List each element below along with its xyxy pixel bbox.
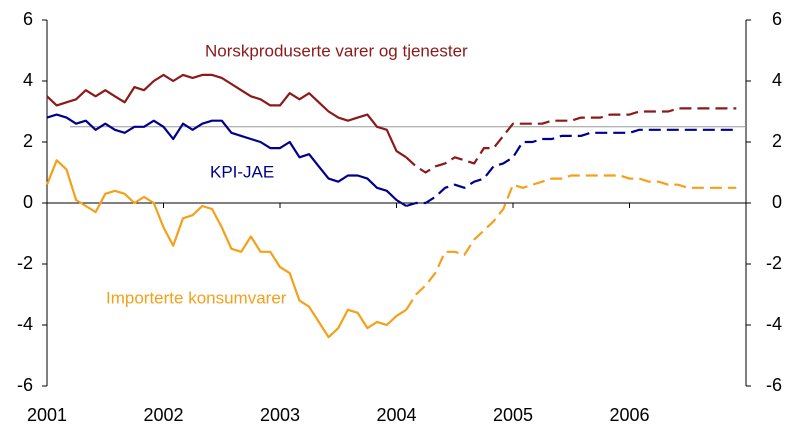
- y-tick-label: 6: [23, 9, 33, 29]
- x-tick-label: 2005: [493, 405, 533, 425]
- y2-tick-label: -6: [766, 375, 782, 395]
- series-line: [46, 73, 407, 159]
- y-tick-label: -4: [17, 314, 33, 334]
- y2-tick-label: 0: [772, 192, 782, 212]
- y-tick-label: 2: [23, 131, 33, 151]
- y2-tick-label: 6: [772, 9, 782, 29]
- y-tick-label: 0: [23, 192, 33, 212]
- series-label: Norskproduserte varer og tjenester: [205, 41, 468, 60]
- series-line: [45, 159, 407, 339]
- x-tick-label: 2004: [376, 405, 416, 425]
- series-line: [405, 128, 737, 208]
- series-line: [405, 107, 737, 174]
- y-tick-label: -2: [17, 253, 33, 273]
- y-tick-label: -6: [17, 375, 33, 395]
- y-tick-label: 4: [23, 70, 33, 90]
- y2-tick-label: 4: [772, 70, 782, 90]
- series-label: KPI-JAE: [210, 162, 274, 181]
- series-line: [405, 174, 737, 311]
- y2-tick-label: -4: [766, 314, 782, 334]
- y2-tick-label: -2: [766, 253, 782, 273]
- x-tick-label: 2002: [143, 405, 183, 425]
- x-tick-label: 2003: [260, 405, 300, 425]
- x-tick-label: 2001: [27, 405, 67, 425]
- series-label: Importerte konsumvarer: [106, 288, 287, 307]
- y2-tick-label: 2: [772, 131, 782, 151]
- x-tick-label: 2006: [609, 405, 649, 425]
- series-line: [46, 113, 407, 207]
